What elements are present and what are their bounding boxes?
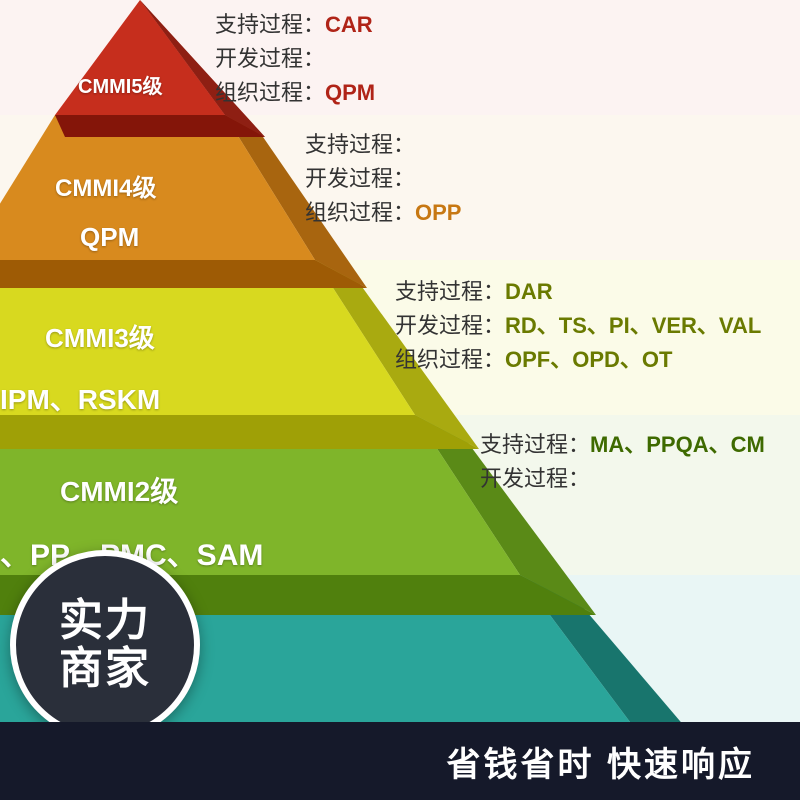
footer-text: 省钱省时 快速响应 [447,737,755,786]
footer-bar: 省钱省时 快速响应 [0,722,800,800]
desc-label: 组织过程： [395,347,505,372]
desc-label: 开发过程： [215,46,325,71]
desc-value: QPM [325,80,375,105]
desc-value: OPF、OPD、OT [505,347,672,372]
level-desc-l3: 支持过程：DAR开发过程：RD、TS、PI、VER、VAL组织过程：OPF、OP… [395,275,761,377]
level-sub-l4: QPM [80,222,139,253]
desc-value: RD、TS、PI、VER、VAL [505,313,761,338]
strength-merchant-badge: 实力 商家 [10,550,200,740]
desc-label: 支持过程： [395,279,505,304]
desc-label: 开发过程： [480,466,590,491]
desc-label: 支持过程： [480,432,590,457]
desc-value: DAR [505,279,553,304]
pyr-bottom-l3 [0,415,479,449]
level-title-l3: CMMI3级 [45,318,155,355]
desc-label: 开发过程： [305,166,415,191]
pyramid-canvas: CMMI5级支持过程：CAR开发过程：组织过程：QPMCMMI4级QPM支持过程… [0,0,800,800]
level-desc-l5: 支持过程：CAR开发过程： 组织过程：QPM [215,8,375,110]
badge-text: 实力 商家 [59,597,151,694]
desc-value: MA、PPQA、CM [590,432,765,457]
desc-label: 组织过程： [305,200,415,225]
desc-label: 组织过程： [215,80,325,105]
desc-label: 支持过程： [215,12,325,37]
desc-value: CAR [325,12,373,37]
level-title-l5: CMMI5级 [78,70,162,99]
pyr-bottom-l4 [0,260,367,288]
desc-label: 开发过程： [395,313,505,338]
level-desc-l2: 支持过程：MA、PPQA、CM开发过程： [480,428,765,496]
desc-value: OPP [415,200,461,225]
level-title-l4: CMMI4级 [55,168,156,203]
level-title-l2: CMMI2级 [60,470,178,510]
level-desc-l4: 支持过程： 开发过程： 组织过程：OPP [305,128,461,230]
level-sub-l3: IPM、RSKM [0,378,160,418]
desc-label: 支持过程： [305,132,415,157]
